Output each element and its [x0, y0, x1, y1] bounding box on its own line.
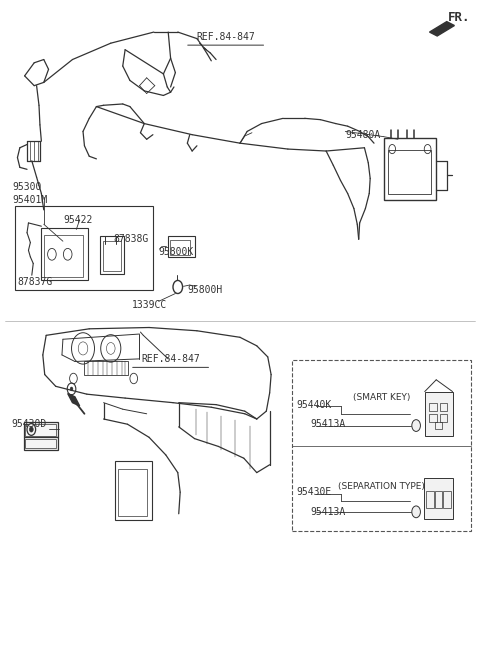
Bar [25, 440, 56, 449]
Bar [24, 438, 58, 451]
Circle shape [29, 427, 33, 432]
Bar [444, 491, 451, 508]
Bar [100, 236, 124, 274]
Text: 95430D: 95430D [11, 419, 47, 429]
Circle shape [412, 420, 420, 432]
Text: 95422: 95422 [63, 215, 92, 225]
Circle shape [27, 424, 36, 436]
Polygon shape [430, 22, 455, 36]
Text: 95300: 95300 [12, 182, 42, 192]
Text: REF.84-847: REF.84-847 [141, 354, 200, 364]
Bar [440, 403, 447, 411]
Bar [168, 236, 194, 257]
Bar [103, 241, 121, 271]
Bar [429, 414, 437, 422]
Bar [426, 491, 434, 508]
Text: 95800H: 95800H [187, 284, 223, 295]
Circle shape [412, 506, 420, 517]
Text: REF.84-847: REF.84-847 [196, 31, 255, 42]
Text: 95480A: 95480A [345, 130, 381, 140]
Text: 95413A: 95413A [311, 419, 346, 429]
Text: (SMART KEY): (SMART KEY) [353, 394, 410, 402]
Text: (SEPARATION TYPE): (SEPARATION TYPE) [338, 482, 425, 491]
Bar [24, 424, 56, 436]
Bar [292, 360, 471, 531]
Text: 95430E: 95430E [297, 487, 332, 497]
Bar [440, 414, 447, 422]
Bar [435, 491, 443, 508]
Bar [388, 150, 432, 193]
Text: FR.: FR. [448, 10, 471, 24]
Bar [24, 422, 58, 438]
Bar [41, 228, 88, 280]
Text: 87838G: 87838G [113, 234, 148, 244]
Text: 1339CC: 1339CC [132, 299, 168, 310]
Text: 95800K: 95800K [158, 248, 194, 257]
Bar [118, 469, 147, 515]
Bar [425, 392, 453, 436]
Circle shape [70, 387, 73, 391]
Bar [424, 479, 454, 519]
Bar [115, 462, 152, 520]
Bar [169, 240, 190, 255]
Bar [384, 138, 436, 200]
Text: 95440K: 95440K [297, 400, 332, 409]
Text: 95413A: 95413A [311, 507, 346, 517]
Bar [429, 403, 437, 411]
Bar [435, 422, 443, 430]
Text: 95401M: 95401M [12, 195, 48, 205]
Bar [84, 362, 128, 375]
Text: 87837G: 87837G [17, 277, 53, 287]
Bar [15, 206, 153, 290]
Bar [44, 234, 83, 277]
Polygon shape [68, 394, 80, 406]
